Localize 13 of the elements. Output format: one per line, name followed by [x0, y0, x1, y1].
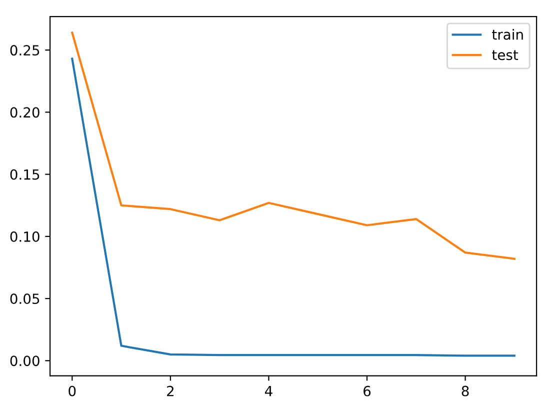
x-tick-label: 2 — [167, 386, 174, 396]
legend-label: train — [492, 29, 523, 40]
x-tick-label: 8 — [462, 386, 469, 396]
y-tick-label: 0.20 — [10, 107, 40, 118]
x-tick-label: 0 — [68, 386, 76, 396]
y-tick-label: 0.00 — [10, 356, 40, 366]
y-tick-label: 0.10 — [10, 231, 40, 242]
y-tick-label: 0.05 — [10, 294, 40, 304]
x-tick-label: 6 — [364, 386, 371, 396]
y-tick-label: 0.25 — [10, 45, 40, 56]
x-tick-label: 4 — [264, 386, 272, 396]
legend-label: test — [492, 50, 518, 60]
y-tick-label: 0.15 — [10, 169, 40, 180]
